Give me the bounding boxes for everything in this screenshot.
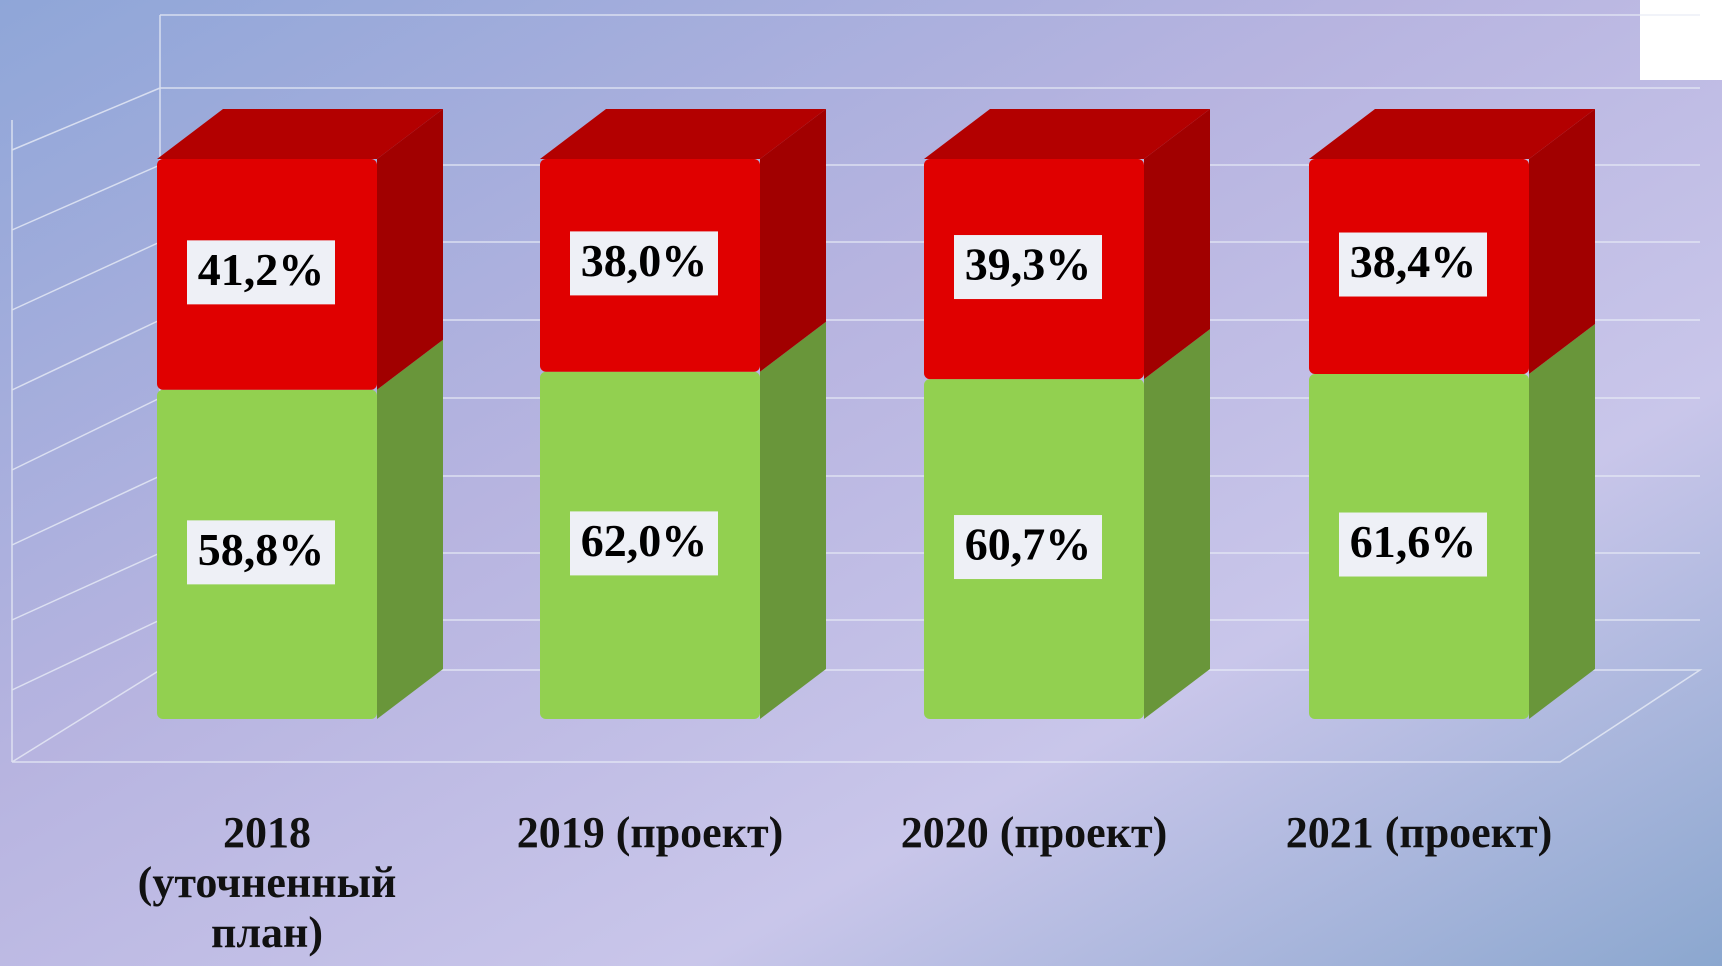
category-label: 2021 (проект) — [1254, 808, 1584, 858]
value-label: 38,4% — [1350, 236, 1477, 287]
bar-side — [377, 340, 443, 719]
bar-side — [1144, 329, 1210, 719]
category-label: 2019 (проект) — [485, 808, 815, 858]
value-label: 39,3% — [965, 239, 1092, 290]
corner-box — [1640, 0, 1722, 80]
value-label: 58,8% — [198, 524, 325, 575]
value-label: 41,2% — [198, 244, 325, 295]
page: 58,8% 41,2% 62,0% 38,0% 60,7% 39,3% 61,6% 38,4%… — [0, 0, 1722, 966]
bar-side — [760, 322, 826, 719]
category-label: 2018 (уточненный план) — [117, 808, 417, 958]
value-label: 62,0% — [581, 515, 708, 566]
category-label: 2020 (проект) — [869, 808, 1199, 858]
value-label: 38,0% — [581, 235, 708, 286]
bar-side — [1529, 324, 1595, 719]
value-label: 60,7% — [965, 519, 1092, 570]
value-label: 61,6% — [1350, 516, 1477, 567]
